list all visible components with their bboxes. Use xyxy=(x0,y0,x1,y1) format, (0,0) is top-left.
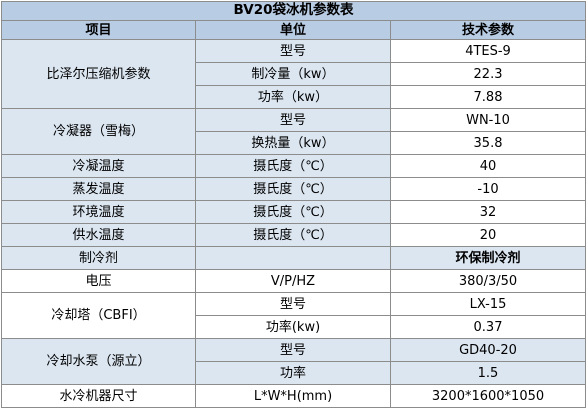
unit-cell: L*W*H(mm) xyxy=(195,384,391,408)
unit-cell: 型号 xyxy=(195,108,391,132)
table-row: 功率（kw） 7.88 xyxy=(2,85,586,109)
value-cell: 1.5 xyxy=(389,361,586,385)
row-label: 制冷剂 xyxy=(1,246,196,270)
table-row: 水冷机器尺寸 L*W*H(mm) 3200*1600*1050 xyxy=(1,384,586,408)
value-cell: 环保制冷剂 xyxy=(389,246,586,270)
unit-cell: 摄氏度（℃） xyxy=(195,200,391,224)
value-cell: 0.37 xyxy=(389,315,586,339)
value-cell: LX-15 xyxy=(389,292,586,316)
table-row: 制冷量（kw） 22.3 xyxy=(2,62,586,86)
table-row: 换热量（kw） 35.8 xyxy=(2,131,586,155)
table-row: 电压 V/P/HZ 380/3/50 xyxy=(1,269,586,293)
value-cell: 20 xyxy=(389,223,586,247)
compressor-label: 比泽尔压缩机参数 xyxy=(1,39,196,109)
unit-cell: V/P/HZ xyxy=(195,269,391,293)
title-row: BV20袋冰机参数表 xyxy=(0,1,586,21)
header-item: 项目 xyxy=(1,20,196,40)
unit-cell: 制冷量（kw） xyxy=(195,62,391,86)
row-label: 冷凝温度 xyxy=(1,154,196,178)
unit-cell: 型号 xyxy=(195,338,391,362)
cooling-tower-label: 冷却塔（CBFI） xyxy=(1,292,196,339)
row-label: 蒸发温度 xyxy=(1,177,196,201)
pump-label: 冷却水泵（源立） xyxy=(1,338,196,385)
table-row: 冷凝器（雪梅） 型号 WN-10 xyxy=(1,108,586,155)
unit-cell: 摄氏度（℃） xyxy=(195,154,391,178)
unit-cell xyxy=(195,246,391,270)
value-cell: 40 xyxy=(389,154,586,178)
unit-cell: 型号 xyxy=(195,39,391,63)
unit-cell: 摄氏度（℃） xyxy=(195,223,391,247)
row-label: 供水温度 xyxy=(1,223,196,247)
unit-cell: 功率（kw） xyxy=(195,85,391,109)
table-row: 制冷剂 环保制冷剂 xyxy=(1,246,586,270)
header-spec: 技术参数 xyxy=(389,20,586,40)
value-cell: -10 xyxy=(389,177,586,201)
header-unit: 单位 xyxy=(195,20,391,40)
unit-cell: 功率 xyxy=(195,361,391,385)
table-row: 环境温度 摄氏度（℃） 32 xyxy=(1,200,586,224)
value-cell: 35.8 xyxy=(389,131,586,155)
table-row: 冷却塔（CBFI） 型号 LX-15 xyxy=(1,292,586,339)
table-row: 冷凝温度 摄氏度（℃） 40 xyxy=(1,154,586,178)
value-cell: 32 xyxy=(389,200,586,224)
unit-cell: 型号 xyxy=(195,292,391,316)
header-row: 项目 单位 技术参数 xyxy=(1,20,586,40)
table-row: 功率 1.5 xyxy=(2,361,586,385)
row-label: 环境温度 xyxy=(1,200,196,224)
table-row: 冷却水泵（源立） 型号 GD40-20 xyxy=(1,338,586,385)
value-cell: 22.3 xyxy=(389,62,586,86)
value-cell: 4TES-9 xyxy=(389,39,586,63)
table-row: 蒸发温度 摄氏度（℃） -10 xyxy=(1,177,586,201)
row-label: 水冷机器尺寸 xyxy=(1,384,196,408)
condenser-label: 冷凝器（雪梅） xyxy=(1,108,196,155)
value-cell: 380/3/50 xyxy=(389,269,586,293)
value-cell: 3200*1600*1050 xyxy=(389,384,586,408)
table-row: 功率(kw) 0.37 xyxy=(2,315,586,339)
unit-cell: 功率(kw) xyxy=(195,315,391,339)
table-title: BV20袋冰机参数表 xyxy=(0,1,586,21)
table-row: 供水温度 摄氏度（℃） 20 xyxy=(1,223,586,247)
value-cell: 7.88 xyxy=(389,85,586,109)
table-row: 比泽尔压缩机参数 型号 4TES-9 xyxy=(1,39,586,109)
unit-cell: 摄氏度（℃） xyxy=(195,177,391,201)
row-label: 电压 xyxy=(1,269,196,293)
value-cell: GD40-20 xyxy=(389,338,586,362)
unit-cell: 换热量（kw） xyxy=(195,131,391,155)
value-cell: WN-10 xyxy=(389,108,586,132)
